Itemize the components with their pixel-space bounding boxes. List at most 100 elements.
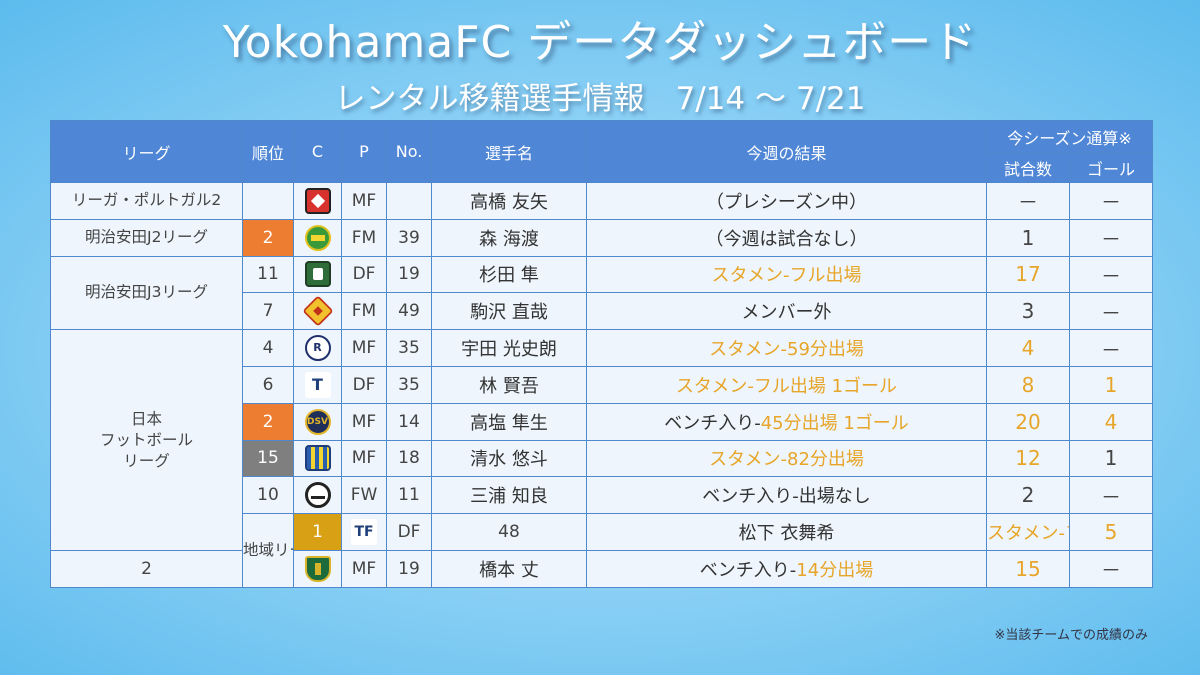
rank-cell: 2 [242, 218, 294, 257]
rank-cell: 6 [242, 365, 294, 404]
result-highlight: スタメン-82分出場 [709, 449, 864, 471]
club-crest-icon [304, 555, 331, 582]
position-cell: MF [341, 402, 387, 441]
result-cell: メンバー外 [586, 292, 987, 331]
player-name: 清水 悠斗 [431, 439, 587, 478]
goals-cell: 4 [1068, 402, 1154, 441]
club-cell [293, 549, 342, 588]
table-row: 7 FM 49 駒沢 直哉 メンバー外 3 － [51, 292, 1154, 331]
result-cell: スタメン-59分出場 [586, 329, 987, 367]
club-cell: R [293, 329, 342, 367]
club-crest-icon: T [304, 371, 331, 398]
result-text: メンバー外 [741, 302, 832, 324]
number-cell: 35 [386, 365, 432, 404]
club-cell [293, 218, 342, 257]
result-cell: （プレシーズン中） [586, 182, 987, 220]
goals-cell: － [1068, 549, 1154, 588]
col-header-league: リーグ [50, 120, 243, 183]
number-cell: 39 [386, 218, 432, 257]
player-name: 宇田 光史朗 [431, 329, 587, 367]
apps-cell: 8 [986, 365, 1070, 404]
table-row: 2 MF 19 橋本 丈 ベンチ入り-14分出場 15 － [50, 549, 1154, 588]
club-cell: DSV [293, 402, 342, 441]
club-cell [293, 476, 342, 515]
col-header-apps: 試合数 [986, 152, 1070, 183]
position-cell: MF [341, 549, 387, 588]
table-row: 明治安田J3リーグ 11 DF 19 杉田 隼 スタメン-フル出場 17 － [50, 255, 1154, 331]
result-cell: （今週は試合なし） [586, 218, 987, 257]
player-name: 三浦 知良 [431, 476, 587, 515]
table-row: リーガ・ポルトガル2 MF 高橋 友矢 （プレシーズン中） － － [50, 182, 1154, 220]
result-text: ベンチ入り- [664, 412, 761, 434]
rank-cell: 7 [242, 292, 294, 331]
goals-cell: 1 [1068, 439, 1154, 478]
col-header-result: 今週の結果 [586, 120, 987, 183]
league-cell: 日本 フットボール リーグ [50, 329, 243, 551]
position-cell: DF [341, 365, 387, 404]
result-highlight: スタメン-フル出場 [987, 523, 1069, 545]
player-name: 駒沢 直哉 [431, 292, 587, 331]
table-row: 明治安田J2リーグ 2 FM 39 森 海渡 （今週は試合なし） 1 － [50, 218, 1154, 257]
league-cell: リーガ・ポルトガル2 [50, 182, 243, 220]
rank-cell [242, 182, 294, 220]
number-cell: 48 [431, 513, 587, 551]
player-name: 杉田 隼 [431, 255, 587, 294]
result-cell: ベンチ入り-出場なし [586, 476, 987, 515]
player-name: 高橋 友矢 [431, 182, 587, 220]
number-cell [386, 182, 432, 220]
col-header-club: C [293, 120, 342, 183]
table-row: 15 MF 18 清水 悠斗 スタメン-82分出場 12 1 [51, 439, 1154, 478]
number-cell: 19 [386, 549, 432, 588]
position-cell: MF [341, 439, 387, 478]
result-cell: ベンチ入り-45分出場 1ゴール [586, 402, 987, 441]
player-name: 森 海渡 [431, 218, 587, 257]
position-cell: FM [341, 218, 387, 257]
rank-cell: 2 [50, 549, 243, 588]
position-cell: DF [341, 255, 387, 294]
number-cell: 49 [386, 292, 432, 331]
club-crest-icon [304, 224, 331, 251]
rank-cell: 4 [242, 329, 294, 367]
apps-cell: 20 [986, 402, 1070, 441]
club-crest-icon: TF [351, 519, 377, 546]
result-highlight: スタメン-フル出場 [711, 265, 862, 287]
apps-cell: 12 [986, 439, 1070, 478]
rank-cell: 15 [242, 439, 294, 478]
club-cell [293, 182, 342, 220]
table-row: 6 T DF 35 林 賢吾 スタメン-フル出場 1ゴール 8 1 [51, 365, 1154, 404]
position-cell: MF [341, 329, 387, 367]
goals-cell: 1 [1068, 365, 1154, 404]
result-highlight: 14分出場 [796, 559, 874, 581]
col-header-rank: 順位 [242, 120, 294, 183]
rank-cell: 10 [242, 476, 294, 515]
player-name: 橋本 丈 [431, 549, 587, 588]
apps-cell: 1 [986, 218, 1070, 257]
result-cell: スタメン-フル出場 [586, 255, 987, 294]
position-cell: DF [386, 513, 432, 551]
club-cell [293, 292, 342, 331]
rank-cell: 2 [242, 402, 294, 441]
result-text: ベンチ入り- [699, 559, 797, 581]
league-cell: 地域リーグ [242, 513, 294, 588]
apps-cell: 17 [986, 255, 1070, 294]
table-row: 2 DSV MF 14 高塩 隼生 ベンチ入り-45分出場 1ゴール 20 4 [51, 402, 1154, 441]
result-text: ベンチ入り-出場なし [702, 486, 871, 508]
col-header-number: No. [386, 120, 432, 183]
goals-cell: － [1068, 476, 1154, 515]
club-cell: TF [341, 513, 387, 551]
club-cell [293, 439, 342, 478]
player-name: 松下 衣舞希 [586, 513, 987, 551]
result-cell: スタメン-フル出場 [986, 513, 1070, 551]
apps-cell: 2 [986, 476, 1070, 515]
goals-cell: － [1068, 182, 1154, 220]
club-crest-icon [304, 445, 331, 472]
table-row: 日本 フットボール リーグ 4 R MF 35 宇田 光史朗 スタメン-59分出… [50, 329, 1154, 551]
apps-cell: 5 [1068, 513, 1154, 551]
apps-cell: 3 [986, 292, 1070, 331]
goals-cell: － [1068, 292, 1154, 331]
league-cell: 明治安田J2リーグ [50, 218, 243, 257]
apps-cell: － [986, 182, 1070, 220]
goals-cell: － [1068, 329, 1154, 367]
club-cell: T [293, 365, 342, 404]
position-cell: FW [341, 476, 387, 515]
